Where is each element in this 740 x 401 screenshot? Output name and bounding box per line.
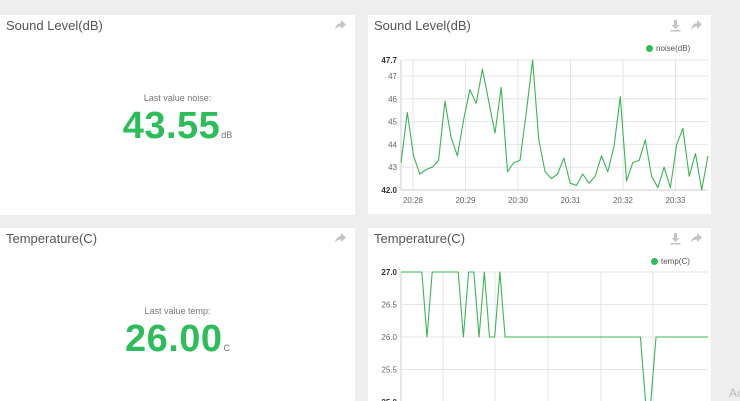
download-icon[interactable]: [669, 232, 682, 245]
x-tick-label: 20:28: [403, 196, 424, 205]
last-value-temp-label: Last value temp:: [144, 306, 211, 316]
noise-legend[interactable]: noise(dB): [646, 44, 690, 53]
y-tick-label: 47: [388, 72, 397, 81]
noise-value: 43.55: [122, 105, 221, 147]
corner-watermark-text: Ac: [729, 386, 740, 400]
noise-legend-dot: [646, 45, 653, 52]
sound-level-card-title: Sound Level(dB): [6, 18, 103, 33]
y-tick-label: 25.0: [381, 398, 397, 401]
noise-line-chart: 42.0 43 44 45 46 47 47.7 20:28 20:29 20:30 20:31 20…: [381, 56, 709, 205]
temp-legend-dot: [651, 258, 658, 265]
share-arrow-icon[interactable]: [690, 232, 703, 245]
sound-chart-title: Sound Level(dB): [374, 18, 471, 33]
x-tick-label: 20:30: [508, 196, 529, 205]
y-tick-label: 47.7: [381, 56, 397, 65]
noise-legend-label: noise(dB): [656, 44, 691, 53]
temperature-value-card: Temperature(C) Last value temp: 26.00C: [0, 228, 355, 401]
y-tick-label: 42.0: [381, 186, 397, 195]
sound-level-value-card: Sound Level(dB) Last value noise: 43.55d…: [0, 15, 355, 215]
noise-unit: dB: [221, 130, 233, 140]
series-line: [400, 59, 709, 191]
temperature-chart-card: Temperature(C) temp(C) 27.026.526.025.52…: [368, 228, 711, 401]
x-tick-label: 20:32: [613, 196, 634, 205]
y-tick-label: 26.0: [381, 333, 397, 342]
y-tick-label: 27.0: [381, 268, 397, 277]
temp-line-chart: 27.0 26.5 26.0 25.5 25.0: [381, 268, 708, 401]
share-arrow-icon[interactable]: [334, 232, 347, 245]
temperature-card-title: Temperature(C): [6, 231, 98, 246]
sound-level-chart-card: Sound Level(dB) noise(dB) 42.0 43 44 45 46 47…: [368, 15, 711, 214]
x-tick-label: 20:29: [455, 196, 476, 205]
series-line: [401, 271, 708, 401]
y-tick-label: 45: [388, 118, 397, 127]
x-tick-label: 20:33: [665, 196, 686, 205]
temp-value: 26.00: [124, 318, 223, 360]
share-arrow-icon[interactable]: [334, 19, 347, 32]
y-tick-label: 26.5: [381, 301, 397, 310]
temp-legend-label: temp(C): [661, 257, 690, 266]
temp-legend[interactable]: temp(C): [651, 257, 690, 266]
temp-unit: C: [223, 343, 231, 353]
last-value-noise-label: Last value noise:: [143, 93, 212, 103]
x-tick-label: 20:31: [560, 196, 581, 205]
share-arrow-icon[interactable]: [690, 19, 703, 32]
download-icon[interactable]: [669, 19, 682, 32]
temp-chart-title: Temperature(C): [374, 231, 466, 246]
y-tick-label: 44: [388, 140, 397, 149]
y-tick-label: 43: [388, 163, 397, 172]
y-tick-label: 25.5: [381, 366, 397, 375]
y-tick-label: 46: [388, 95, 397, 104]
